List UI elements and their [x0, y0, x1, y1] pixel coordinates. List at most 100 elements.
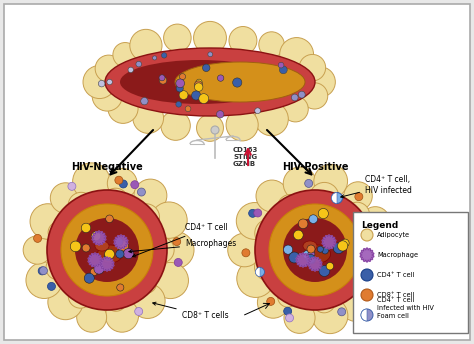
Circle shape — [47, 190, 167, 310]
Circle shape — [95, 55, 122, 82]
Circle shape — [368, 235, 398, 265]
Circle shape — [134, 179, 167, 212]
Ellipse shape — [303, 241, 317, 251]
Circle shape — [106, 215, 113, 223]
Circle shape — [133, 204, 160, 231]
Circle shape — [92, 81, 122, 111]
Polygon shape — [296, 253, 310, 267]
Circle shape — [237, 203, 273, 239]
Circle shape — [176, 79, 184, 88]
Circle shape — [77, 302, 107, 332]
Circle shape — [148, 237, 174, 263]
Circle shape — [128, 67, 134, 73]
Circle shape — [202, 64, 210, 72]
Circle shape — [104, 252, 112, 260]
Circle shape — [164, 24, 191, 52]
Circle shape — [242, 249, 250, 257]
Circle shape — [103, 188, 128, 213]
Circle shape — [26, 262, 63, 299]
Circle shape — [48, 284, 83, 320]
Circle shape — [91, 232, 101, 241]
Circle shape — [75, 218, 139, 282]
Circle shape — [30, 204, 65, 239]
Text: GZMB: GZMB — [233, 161, 256, 167]
Circle shape — [255, 190, 375, 310]
Circle shape — [164, 56, 185, 77]
Circle shape — [114, 237, 123, 246]
Circle shape — [361, 269, 373, 281]
Circle shape — [48, 222, 69, 243]
Wedge shape — [361, 309, 367, 321]
Circle shape — [236, 87, 257, 108]
Circle shape — [157, 232, 194, 268]
Circle shape — [257, 287, 289, 318]
Circle shape — [130, 29, 162, 62]
Circle shape — [278, 62, 284, 68]
Circle shape — [23, 236, 52, 264]
Text: Legend: Legend — [361, 221, 398, 230]
Circle shape — [249, 209, 256, 217]
Circle shape — [118, 241, 128, 252]
Circle shape — [123, 249, 134, 259]
Circle shape — [279, 66, 287, 74]
Text: HIV-Positive: HIV-Positive — [282, 162, 348, 172]
Polygon shape — [308, 257, 322, 271]
Text: CD4⁺ T cell: CD4⁺ T cell — [133, 224, 228, 257]
Text: CD8⁺ T cells: CD8⁺ T cells — [153, 302, 228, 321]
Circle shape — [108, 93, 138, 123]
FancyBboxPatch shape — [4, 4, 470, 340]
Circle shape — [151, 202, 187, 238]
Circle shape — [345, 202, 370, 227]
Ellipse shape — [105, 48, 315, 116]
Text: CD163: CD163 — [233, 147, 258, 153]
Circle shape — [283, 218, 347, 282]
Circle shape — [173, 238, 181, 246]
Circle shape — [105, 290, 127, 311]
Circle shape — [310, 182, 339, 212]
Circle shape — [233, 78, 242, 87]
Circle shape — [232, 53, 255, 75]
Circle shape — [307, 245, 315, 253]
Circle shape — [191, 91, 201, 100]
Circle shape — [116, 250, 124, 258]
Text: CD4⁺ T cell,
HIV infected: CD4⁺ T cell, HIV infected — [341, 175, 412, 198]
Circle shape — [94, 264, 104, 274]
Circle shape — [255, 102, 288, 136]
Circle shape — [341, 239, 349, 247]
Circle shape — [298, 219, 308, 229]
Circle shape — [299, 54, 326, 81]
Circle shape — [337, 241, 348, 251]
Circle shape — [70, 241, 81, 252]
Circle shape — [355, 193, 363, 201]
Circle shape — [237, 260, 274, 298]
Circle shape — [107, 169, 137, 198]
Circle shape — [213, 93, 235, 114]
Circle shape — [168, 90, 190, 111]
Ellipse shape — [95, 241, 109, 251]
Circle shape — [130, 283, 165, 319]
Circle shape — [254, 209, 262, 217]
Circle shape — [115, 176, 123, 184]
Circle shape — [68, 284, 92, 308]
Circle shape — [133, 103, 164, 133]
Circle shape — [292, 94, 298, 101]
Circle shape — [319, 266, 330, 277]
Circle shape — [197, 115, 223, 141]
Circle shape — [193, 21, 227, 54]
Circle shape — [208, 52, 213, 57]
Circle shape — [46, 256, 70, 280]
Ellipse shape — [120, 60, 280, 104]
Circle shape — [298, 91, 305, 98]
Circle shape — [159, 75, 165, 81]
Circle shape — [259, 32, 284, 57]
Circle shape — [305, 67, 335, 97]
Circle shape — [255, 219, 283, 247]
Circle shape — [199, 94, 209, 104]
Circle shape — [379, 265, 387, 273]
Circle shape — [68, 182, 76, 190]
Circle shape — [338, 283, 376, 322]
Wedge shape — [255, 268, 260, 277]
Circle shape — [277, 194, 303, 221]
Circle shape — [98, 80, 105, 87]
Circle shape — [105, 299, 138, 332]
